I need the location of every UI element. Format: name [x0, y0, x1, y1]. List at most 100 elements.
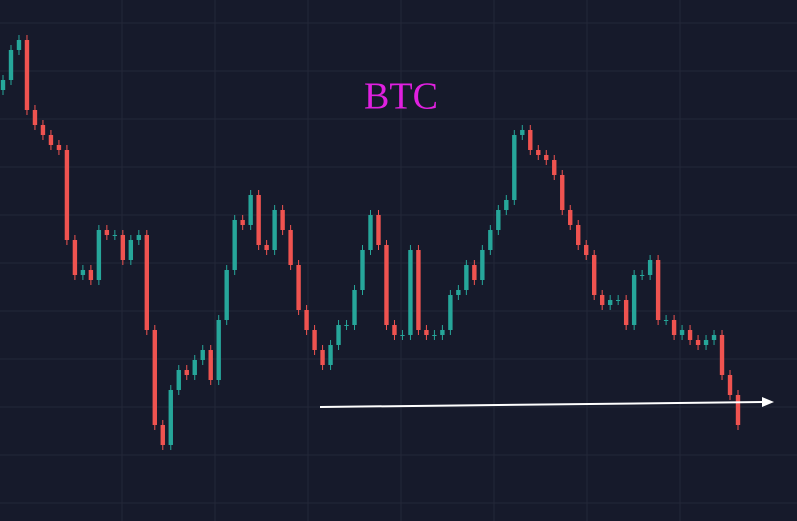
candle-body	[655, 260, 661, 320]
candle-body	[408, 250, 413, 335]
candle-body	[711, 335, 717, 340]
candle-body	[72, 240, 78, 275]
candle-body	[512, 135, 517, 200]
candle-body	[104, 230, 110, 235]
candle-body	[8, 50, 14, 80]
candle-body	[312, 330, 317, 350]
candle-body	[560, 175, 565, 210]
candle-body	[192, 360, 197, 375]
candle-body	[584, 245, 589, 255]
candle-body	[248, 195, 253, 225]
candle-body	[496, 210, 501, 230]
candle-body	[432, 335, 437, 336]
candle-body	[208, 350, 213, 380]
candle-body	[424, 330, 429, 335]
candle-body	[368, 215, 373, 250]
candle-body	[112, 235, 118, 236]
candle-body	[56, 145, 62, 150]
candle-body	[240, 220, 245, 225]
candle-body	[328, 345, 333, 365]
candle-body	[264, 245, 269, 250]
candle-body	[272, 210, 277, 250]
candle-body	[384, 245, 389, 325]
candle-body	[88, 270, 94, 280]
candle-body	[200, 350, 205, 360]
candle-body	[671, 320, 677, 335]
candle-body	[80, 270, 86, 275]
candle-body	[679, 330, 685, 335]
candle-body	[464, 265, 469, 290]
candle-body	[352, 290, 357, 325]
candle-body	[727, 375, 733, 395]
candle-body	[488, 230, 493, 250]
candle-body	[184, 370, 189, 375]
candle-body	[376, 215, 381, 245]
candle-body	[456, 290, 461, 295]
candle-body	[576, 225, 581, 245]
candle-body	[216, 320, 221, 380]
candle-body	[735, 395, 741, 425]
candle-body	[448, 295, 453, 330]
candle-body	[400, 335, 405, 336]
candle-body	[0, 80, 6, 90]
candle-body	[695, 340, 701, 345]
candle-body	[544, 155, 549, 160]
arrow-line	[319, 401, 765, 408]
candle-body	[607, 300, 613, 305]
candle-body	[528, 130, 533, 150]
candle-body	[136, 235, 142, 240]
candle-body	[719, 335, 725, 375]
candle-body	[32, 110, 38, 125]
candle-body	[320, 350, 325, 365]
candle-body	[360, 250, 365, 290]
candle-body	[520, 130, 525, 135]
candle-body	[647, 260, 653, 275]
candle-body	[160, 425, 165, 445]
support-arrow	[319, 397, 774, 408]
candle-body	[64, 150, 70, 240]
candle-body	[168, 390, 173, 445]
candle-body	[416, 250, 421, 330]
candle-body	[631, 275, 637, 325]
candle-body	[336, 325, 341, 345]
candle-body	[440, 330, 445, 335]
candles	[0, 35, 741, 450]
candle-body	[48, 135, 54, 145]
candle-body	[536, 150, 541, 155]
candle-body	[304, 310, 309, 330]
candle-body	[96, 230, 102, 280]
candle-body	[176, 370, 181, 390]
candle-body	[568, 210, 573, 225]
candle-body	[623, 300, 629, 325]
candle-body	[40, 125, 46, 135]
candle-body	[256, 195, 261, 245]
candle-body	[639, 275, 645, 276]
candle-body	[144, 235, 150, 330]
candle-body	[296, 265, 301, 310]
candle-body	[687, 330, 693, 340]
candle-body	[280, 210, 285, 230]
candle-body	[288, 230, 293, 265]
candle-body	[392, 325, 397, 335]
candle-body	[232, 220, 237, 270]
candle-body	[472, 265, 477, 280]
candle-body	[152, 330, 157, 425]
arrow-head	[762, 397, 774, 407]
candle-body	[504, 200, 509, 210]
candle-body	[703, 340, 709, 345]
candle-body	[224, 270, 229, 320]
candle-body	[591, 255, 597, 295]
candle-body	[120, 235, 126, 260]
candle-body	[16, 40, 22, 50]
candle-body	[480, 250, 485, 280]
candle-body	[344, 325, 349, 326]
candle-body	[552, 160, 557, 175]
candle-body	[599, 295, 605, 305]
candle-body	[24, 40, 30, 110]
candle-body	[128, 240, 134, 260]
chart-title: BTC	[364, 76, 438, 118]
candle-body	[615, 300, 621, 301]
